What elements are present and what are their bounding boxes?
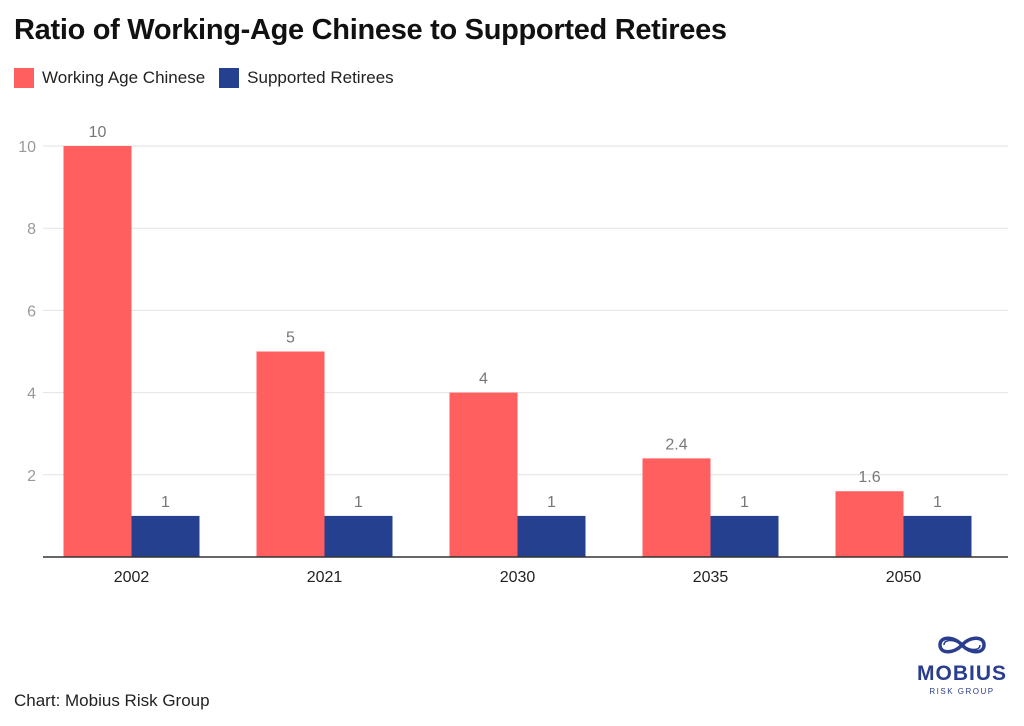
x-tick-label: 2002 (114, 569, 150, 586)
data-label: 2.4 (665, 436, 687, 453)
legend-label-working-age: Working Age Chinese (42, 68, 206, 87)
logo-subtitle: RISK GROUP (929, 687, 995, 696)
bar (131, 515, 200, 557)
bar (63, 146, 132, 557)
x-tick-label: 2030 (500, 569, 536, 586)
data-label: 1 (933, 494, 942, 511)
logo-wordmark: MOBIUS (917, 662, 1007, 685)
mobius-loop-icon (938, 636, 986, 654)
x-tick-label: 2050 (886, 569, 922, 586)
data-label: 10 (89, 124, 107, 141)
y-tick-label: 10 (18, 139, 36, 156)
data-label: 4 (479, 371, 488, 388)
legend: Working Age Chinese Supported Retirees (14, 68, 408, 88)
bar (835, 491, 904, 557)
mobius-logo: MOBIUS RISK GROUP (912, 632, 1012, 696)
data-label: 1 (547, 494, 556, 511)
y-tick-label: 4 (27, 386, 36, 403)
data-label: 1.6 (858, 469, 880, 486)
x-tick-label: 2035 (693, 569, 729, 586)
bar (324, 515, 393, 557)
bar (642, 458, 711, 557)
y-tick-label: 6 (27, 303, 36, 320)
data-label: 1 (354, 494, 363, 511)
data-label: 5 (286, 330, 295, 347)
bar (517, 515, 586, 557)
y-tick-label: 8 (27, 221, 36, 238)
chart-source: Chart: Mobius Risk Group (14, 691, 210, 710)
data-label: 1 (740, 494, 749, 511)
data-label: 1 (161, 494, 170, 511)
bar-chart: 2 4 6 8 10 10 1 2002 5 1 2021 4 1 2030 2.4 1 2035 1.6 1 205… (18, 124, 1008, 586)
legend-item-working-age: Working Age Chinese (14, 68, 205, 88)
legend-label-supported-retirees: Supported Retirees (247, 68, 394, 87)
x-tick-label: 2021 (307, 569, 343, 586)
bar (256, 351, 325, 557)
bar (710, 515, 779, 557)
bar (903, 515, 972, 557)
legend-swatch-supported-retirees (219, 68, 240, 88)
y-tick-label: 2 (27, 468, 36, 485)
chart-title: Ratio of Working-Age Chinese to Supporte… (14, 14, 727, 46)
bar (449, 392, 518, 557)
legend-swatch-working-age (14, 68, 34, 88)
legend-item-supported-retirees: Supported Retirees (219, 68, 394, 88)
